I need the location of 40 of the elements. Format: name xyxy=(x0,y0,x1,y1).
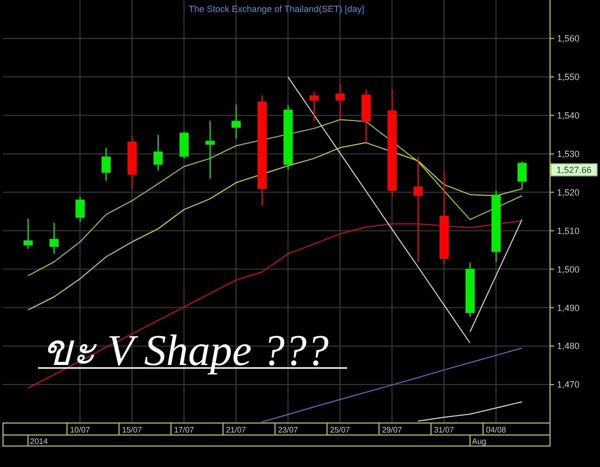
y-tick-label: 1,510 xyxy=(557,226,580,236)
line-series xyxy=(28,142,522,310)
y-tick-label: 1,470 xyxy=(557,380,580,390)
x-tick-label: 04/08 xyxy=(486,426,507,434)
line-series xyxy=(28,119,522,276)
candlestick xyxy=(206,120,214,180)
y-tick-label: 1,490 xyxy=(557,302,580,313)
text: 1,527.66 xyxy=(556,164,592,175)
y-tick-label: 1,520 xyxy=(557,187,580,198)
candlestick xyxy=(310,91,318,122)
candlestick xyxy=(102,147,110,182)
y-tick-label: 1,480 xyxy=(557,341,580,352)
candlestick xyxy=(232,104,240,139)
x-tick-label: 10/07 xyxy=(70,426,91,434)
x-tick-label: 17/07 xyxy=(174,426,195,434)
candlestick xyxy=(50,222,58,254)
line-series xyxy=(418,401,522,422)
y-tick-label: 1,530 xyxy=(557,148,580,159)
candlestick xyxy=(336,82,344,119)
candlestick xyxy=(24,218,32,250)
y-tick-label: 1,550 xyxy=(557,72,580,82)
y-tick-label: 1,500 xyxy=(557,264,580,274)
x-tick-label: 15/07 xyxy=(122,426,143,434)
candlestick xyxy=(180,131,188,159)
text: Aug xyxy=(472,437,486,446)
line-series xyxy=(28,220,522,389)
x-tick-label: 31/07 xyxy=(434,426,455,434)
x-tick-label: 21/07 xyxy=(226,426,247,434)
candlestick xyxy=(518,161,526,190)
candlestick xyxy=(414,156,422,262)
chart-title: The Stock Exchange of Thailand(SET) [day] xyxy=(188,4,364,14)
y-tick-label: 1,560 xyxy=(557,34,580,44)
y-tick-label: 1,540 xyxy=(557,110,580,121)
text: 2014 xyxy=(30,437,48,446)
candlestick xyxy=(154,134,162,172)
x-tick-label: 23/07 xyxy=(278,426,299,434)
annotation: ขะ V Shape ??? xyxy=(42,326,329,375)
candlestick xyxy=(76,196,84,222)
x-tick-label: 25/07 xyxy=(330,426,351,434)
x-tick-label: 29/07 xyxy=(382,426,403,434)
